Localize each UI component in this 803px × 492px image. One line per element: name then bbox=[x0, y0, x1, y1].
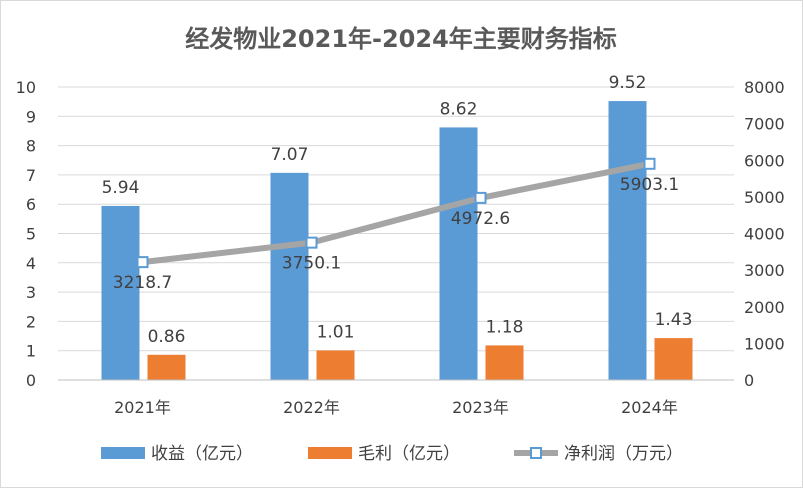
gross-profit-bar bbox=[316, 350, 355, 380]
revenue-bar bbox=[608, 101, 647, 381]
revenue-data-label: 7.07 bbox=[271, 145, 309, 165]
revenue-data-label: 5.94 bbox=[102, 178, 140, 198]
right-axis-tick-label: 0 bbox=[744, 371, 754, 390]
revenue-data-label: 9.52 bbox=[609, 73, 647, 93]
gross-profit-bar bbox=[147, 354, 186, 380]
net-profit-marker bbox=[136, 256, 149, 269]
line-series bbox=[136, 157, 656, 269]
right-axis-tick-label: 3000 bbox=[744, 261, 785, 280]
revenue-bar bbox=[439, 127, 478, 381]
left-axis-tick-label: 4 bbox=[26, 254, 36, 273]
left-axis-tick-label: 5 bbox=[26, 225, 36, 244]
left-axis-tick-label: 7 bbox=[26, 166, 36, 185]
gross-profit-data-label: 1.01 bbox=[317, 322, 355, 342]
net-profit-marker bbox=[643, 157, 656, 170]
gross-profit-data-label: 0.86 bbox=[148, 327, 186, 347]
left-axis-tick-label: 8 bbox=[26, 137, 36, 156]
right-axis-tick-label: 7000 bbox=[744, 115, 785, 134]
revenue-bar bbox=[101, 205, 140, 380]
right-axis-ticks: 0 1000 2000 3000 4000 5000 6000 7000 8000 bbox=[744, 78, 785, 390]
net-profit-data-label: 4972.6 bbox=[451, 209, 510, 229]
gross-profit-bar bbox=[485, 345, 524, 380]
legend-label: 毛利（亿元） bbox=[358, 444, 460, 464]
x-axis-tick-label: 2021年 bbox=[114, 398, 171, 417]
chart-title: 经发物业2021年-2024年主要财务指标 bbox=[185, 25, 617, 53]
left-axis-tick-label: 0 bbox=[26, 371, 36, 390]
legend-swatch bbox=[101, 447, 145, 459]
legend: 收益（亿元） 毛利（亿元） 净利润（万元） bbox=[101, 444, 683, 464]
right-axis-tick-label: 5000 bbox=[744, 188, 785, 207]
revenue-data-label: 8.62 bbox=[440, 99, 478, 119]
net-profit-data-label: 3750.1 bbox=[282, 254, 341, 274]
right-axis-tick-label: 4000 bbox=[744, 225, 785, 244]
gross-profit-bar bbox=[654, 338, 693, 380]
left-axis-tick-label: 2 bbox=[26, 312, 36, 331]
left-axis-ticks: 0 1 2 3 4 5 6 7 8 9 10 bbox=[16, 78, 36, 390]
legend-label: 收益（亿元） bbox=[151, 444, 253, 464]
net-profit-line bbox=[142, 160, 651, 266]
right-axis-tick-label: 8000 bbox=[744, 78, 785, 97]
x-axis: 2021年 2022年 2023年 2024年 bbox=[58, 379, 734, 417]
left-axis-tick-label: 3 bbox=[26, 283, 36, 302]
net-profit-data-label: 3218.7 bbox=[113, 273, 172, 293]
right-axis-tick-label: 2000 bbox=[744, 298, 785, 317]
bar-marks bbox=[101, 101, 693, 381]
right-axis-tick-label: 6000 bbox=[744, 151, 785, 170]
gross-profit-data-label: 1.18 bbox=[486, 317, 524, 337]
left-axis-tick-label: 6 bbox=[26, 195, 36, 214]
gross-profit-data-label: 1.43 bbox=[655, 310, 693, 330]
net-profit-marker bbox=[305, 236, 318, 249]
net-profit-data-label: 5903.1 bbox=[620, 175, 679, 195]
legend-item-net-profit: 净利润（万元） bbox=[514, 444, 683, 464]
x-axis-tick-label: 2023年 bbox=[452, 398, 509, 417]
net-profit-marker bbox=[474, 191, 487, 204]
left-axis-tick-label: 1 bbox=[26, 342, 36, 361]
left-axis-tick-label: 9 bbox=[26, 107, 36, 126]
legend-item-gross-profit: 毛利（亿元） bbox=[308, 444, 460, 464]
x-axis-tick-label: 2022年 bbox=[283, 398, 340, 417]
right-axis-tick-label: 1000 bbox=[744, 334, 785, 353]
legend-label: 净利润（万元） bbox=[564, 444, 683, 464]
legend-swatch bbox=[308, 447, 352, 459]
revenue-bar bbox=[270, 172, 309, 380]
legend-swatch-marker bbox=[530, 447, 542, 459]
data-labels: 5.94 7.07 8.62 9.52 0.86 1.01 1.18 1.43 3218.7 37… bbox=[102, 73, 693, 347]
legend-item-revenue: 收益（亿元） bbox=[101, 444, 253, 464]
x-axis-tick-label: 2024年 bbox=[621, 398, 678, 417]
left-axis-tick-label: 10 bbox=[16, 78, 36, 97]
